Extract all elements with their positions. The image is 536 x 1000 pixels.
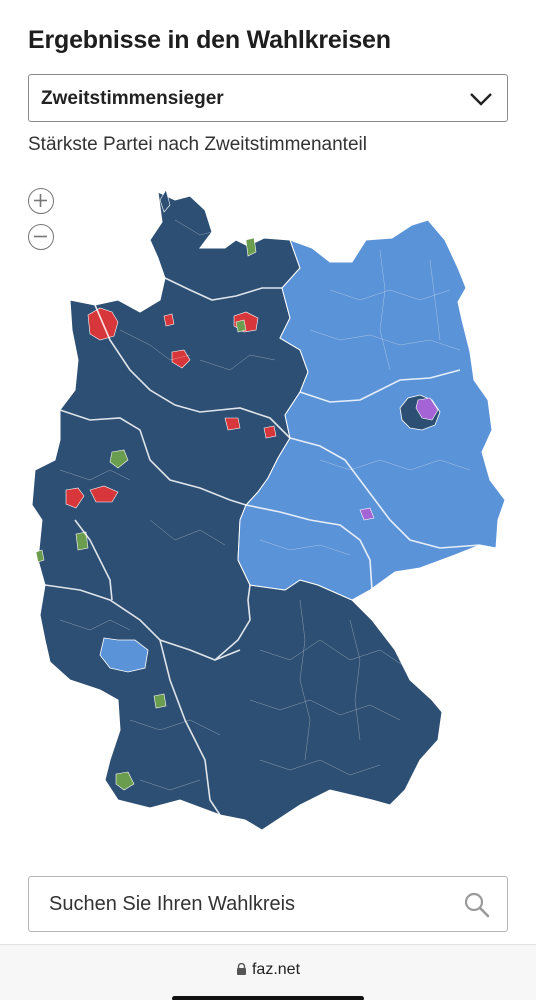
state-borders [44,277,481,816]
map-subtitle: Stärkste Partei nach Zweitstimmenanteil [28,134,367,155]
search-input[interactable] [49,887,449,921]
minus-circle-icon [34,235,47,238]
result-view-select[interactable]: Zweitstimmensieger [28,74,508,122]
zoom-in-button[interactable] [28,188,54,214]
plus-circle-icon [34,194,47,207]
region-berlin[interactable] [399,394,441,431]
chevron-down-icon [470,93,492,106]
home-indicator[interactable] [172,996,364,1000]
page-title: Ergebnisse in den Wahlkreisen [28,26,391,54]
search-icon[interactable] [463,891,491,919]
url-text: faz.net [251,961,301,978]
region-linke[interactable] [359,507,375,521]
region-afd-east[interactable] [99,219,506,673]
region-gruene[interactable] [35,237,257,791]
lock-icon [236,963,246,975]
browser-bottom-bar: faz.net [0,944,536,1000]
constituency-search[interactable] [28,876,508,932]
germany-electoral-map[interactable] [0,170,536,850]
zoom-out-button[interactable] [28,224,54,250]
district-lines [59,219,471,791]
url-display[interactable]: faz.net [0,961,536,979]
select-value: Zweitstimmensieger [41,88,224,109]
